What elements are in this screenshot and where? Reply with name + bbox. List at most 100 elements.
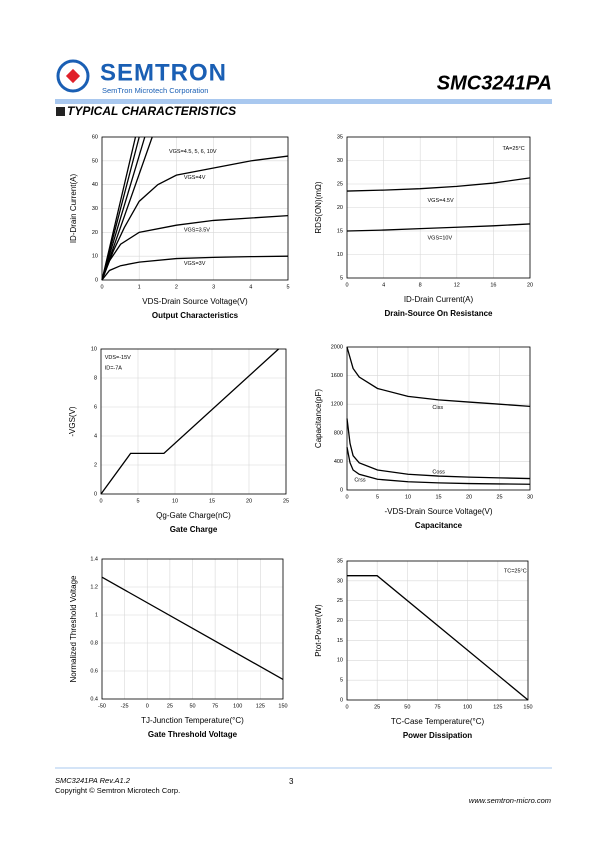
- annotation: VDS=-15V: [105, 355, 131, 361]
- series-line: [346, 223, 531, 232]
- x-tick-label: 10: [405, 494, 411, 500]
- x-tick-label: 10: [172, 498, 178, 504]
- x-tick-label: -50: [98, 703, 106, 709]
- x-axis-label: Qg-Gate Charge(nC): [156, 511, 231, 520]
- chart-title: Power Dissipation: [403, 731, 472, 740]
- y-tick-label: 35: [337, 134, 343, 140]
- page-number: 3: [289, 777, 294, 786]
- x-tick-label: 75: [212, 703, 218, 709]
- y-tick-label: 5: [340, 678, 343, 684]
- annotation: TA=25°C: [503, 146, 525, 152]
- y-axis-label: RDS(ON)(mΩ): [314, 181, 323, 234]
- annotation: Coss: [432, 470, 445, 476]
- x-tick-label: 3: [212, 284, 215, 290]
- x-tick-label: 25: [283, 498, 289, 504]
- y-tick-label: 0: [340, 697, 343, 703]
- annotation: VGS=10V: [428, 236, 453, 242]
- y-axis-label: -VGS(V): [68, 406, 77, 437]
- y-tick-label: 20: [92, 230, 98, 236]
- y-tick-label: 10: [337, 658, 343, 664]
- y-axis-label: Ptot-Power(W): [314, 604, 323, 657]
- y-axis-label: Normalized Threshold Voltage: [69, 575, 78, 683]
- series-line: [346, 177, 531, 192]
- annotation: Ciss: [432, 405, 443, 411]
- x-tick-label: 5: [286, 284, 289, 290]
- copyright: Copyright © Semtron Microtech Corp.: [55, 786, 180, 795]
- y-tick-label: 6: [94, 404, 97, 410]
- series-line: [101, 255, 289, 281]
- y-tick-label: 30: [337, 578, 343, 584]
- y-tick-label: 4: [94, 433, 97, 439]
- x-tick-label: 20: [466, 494, 472, 500]
- x-tick-label: 5: [376, 494, 379, 500]
- x-axis-label: VDS-Drain Source Voltage(V): [142, 297, 248, 306]
- y-tick-label: 15: [337, 638, 343, 644]
- x-axis-label: -VDS-Drain Source Voltage(V): [384, 507, 492, 516]
- series-line: [101, 136, 146, 281]
- x-tick-label: 20: [527, 282, 533, 288]
- y-tick-label: 20: [337, 618, 343, 624]
- annotation: TC=25°C: [504, 568, 527, 574]
- logo-ring: [56, 59, 90, 93]
- x-tick-label: 125: [256, 703, 265, 709]
- revision: SMC3241PA Rev.A1.2: [55, 776, 131, 785]
- series-line: [101, 136, 153, 281]
- x-tick-label: 15: [209, 498, 215, 504]
- y-tick-label: 60: [92, 134, 98, 140]
- plot-frame: [101, 136, 289, 281]
- section-marker: [56, 107, 65, 116]
- plot-frame: [346, 136, 531, 279]
- y-tick-label: 0: [340, 487, 343, 493]
- x-axis-label: TC-Case Temperature(°C): [391, 717, 485, 726]
- x-tick-label: 0: [100, 284, 103, 290]
- y-tick-label: 2: [94, 462, 97, 468]
- x-tick-label: 4: [382, 282, 385, 288]
- y-tick-label: 1600: [331, 373, 343, 379]
- x-tick-label: 0: [146, 703, 149, 709]
- x-tick-label: 30: [527, 494, 533, 500]
- y-tick-label: 25: [337, 181, 343, 187]
- header-bar: [55, 99, 552, 104]
- x-tick-label: 100: [463, 704, 472, 710]
- series-line: [100, 348, 280, 495]
- y-tick-label: 1.4: [90, 556, 98, 562]
- y-tick-label: 0.8: [90, 640, 98, 646]
- y-tick-label: 1200: [331, 402, 343, 408]
- y-tick-label: 30: [92, 206, 98, 212]
- plot-frame: [100, 348, 287, 495]
- chart-title: Output Characteristics: [152, 311, 239, 320]
- y-tick-label: 5: [340, 275, 343, 281]
- chart-title: Drain-Source On Resistance: [384, 309, 493, 318]
- y-tick-label: 10: [92, 254, 98, 260]
- annotation: ID=-7A: [105, 365, 123, 371]
- chart-title: Gate Charge: [170, 525, 218, 534]
- website: www.semtron-micro.com: [469, 796, 551, 805]
- x-tick-label: 15: [435, 494, 441, 500]
- annotation: Crss: [354, 477, 366, 483]
- x-tick-label: -25: [121, 703, 129, 709]
- annotation: VGS=3V: [184, 261, 206, 267]
- y-tick-label: 1.2: [90, 584, 98, 590]
- x-tick-label: 150: [523, 704, 532, 710]
- x-tick-label: 25: [374, 704, 380, 710]
- series-line: [101, 215, 289, 281]
- x-tick-label: 75: [434, 704, 440, 710]
- y-tick-label: 40: [92, 182, 98, 188]
- y-tick-label: 35: [337, 558, 343, 564]
- y-tick-label: 0: [95, 277, 98, 283]
- company-name: SemTron Microtech Corporation: [102, 86, 208, 95]
- y-tick-label: 20: [337, 205, 343, 211]
- x-tick-label: 0: [345, 704, 348, 710]
- annotation: VGS=4.5, 5, 6, 10V: [169, 149, 217, 155]
- x-tick-label: 50: [404, 704, 410, 710]
- y-tick-label: 10: [91, 346, 97, 352]
- series-line: [346, 346, 531, 407]
- x-axis-label: ID-Drain Current(A): [404, 295, 474, 304]
- x-tick-label: 16: [490, 282, 496, 288]
- x-tick-label: 25: [167, 703, 173, 709]
- chart-title: Capacitance: [415, 521, 463, 530]
- y-tick-label: 400: [334, 459, 343, 465]
- series-line: [346, 446, 531, 485]
- x-tick-label: 2: [175, 284, 178, 290]
